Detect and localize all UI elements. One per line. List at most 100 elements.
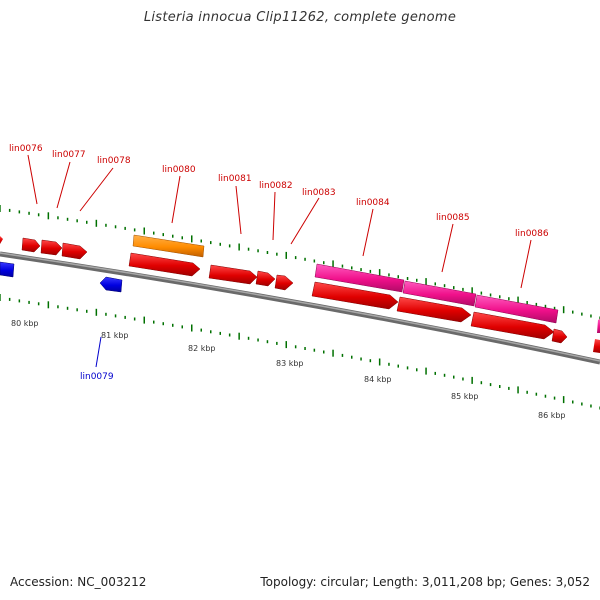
inner-tick-24 <box>228 333 231 337</box>
leader-line-lin0082 <box>272 191 276 241</box>
inner-tick-21 <box>200 328 202 332</box>
inner-tick-63 <box>590 404 592 408</box>
accession-text: Accession: NC_003212 <box>10 575 147 589</box>
inner-tick-51 <box>480 381 483 385</box>
inner-tick-9 <box>86 309 88 313</box>
leader-line-lin0076 <box>27 154 38 205</box>
gene-label-lin0085: lin0085 <box>436 213 470 223</box>
inner-tick-39 <box>369 359 372 363</box>
tick-label-85kbp: 85 kbp <box>451 392 479 401</box>
leader-line-lin0084 <box>362 208 374 257</box>
gene-arrow-lin0081 <box>208 264 258 285</box>
inner-tick-26 <box>247 336 250 340</box>
inner-tick-48 <box>453 375 455 379</box>
inner-tick-22 <box>210 330 212 334</box>
inner-tick-35 <box>332 349 334 357</box>
outer-tick-22 <box>210 241 212 245</box>
inner-tick-2 <box>18 299 21 303</box>
inner-tick-46 <box>434 371 436 375</box>
inner-tick-55 <box>517 386 519 394</box>
outer-tick-34 <box>323 261 325 265</box>
outer-tick-9 <box>86 220 88 224</box>
inner-tick-27 <box>257 338 259 342</box>
inner-tick-50 <box>471 376 473 384</box>
outer-tick-47 <box>443 284 446 288</box>
outer-tick-50 <box>471 287 473 295</box>
outer-tick-29 <box>276 252 278 256</box>
outer-tick-8 <box>76 219 78 223</box>
inner-tick-17 <box>162 322 164 326</box>
outer-tick-12 <box>114 225 117 229</box>
gene-arrow-lin0077 <box>40 239 63 256</box>
reverse-gene-track <box>0 261 123 293</box>
map-title: Listeria innocua Clip11262, complete gen… <box>143 10 457 25</box>
outer-tick-53 <box>499 295 501 299</box>
inner-tick-18 <box>172 323 174 327</box>
outer-tick-36 <box>341 264 344 268</box>
outer-tick-13 <box>124 226 126 230</box>
gene-arrow-lin0085 <box>396 296 472 323</box>
outer-tick-5 <box>47 212 50 220</box>
gene-arrow-lin0082 <box>255 270 276 287</box>
inner-tick-38 <box>360 357 362 361</box>
outer-tick-49 <box>462 287 464 291</box>
outer-tick-2 <box>18 210 21 214</box>
outer-tick-24 <box>228 244 231 248</box>
outer-tick-27 <box>257 249 259 253</box>
inner-tick-3 <box>28 300 30 304</box>
gene-arrow-edge-right <box>593 339 600 353</box>
inner-tick-62 <box>581 402 583 406</box>
outer-tick-row <box>0 205 600 320</box>
outer-tick-45 <box>425 278 427 286</box>
pink-feature-lin0085 <box>402 280 477 307</box>
inner-tick-25 <box>238 332 240 340</box>
inner-tick-13 <box>124 315 126 319</box>
gene-arrow-lin0076 <box>21 237 41 253</box>
gene-label-lin0080: lin0080 <box>162 165 196 175</box>
outer-tick-37 <box>351 266 353 270</box>
gene-label-lin0076: lin0076 <box>9 144 43 154</box>
outer-tick-56 <box>526 301 528 304</box>
inner-tick-33 <box>313 348 316 352</box>
gene-arrow-lin0078 <box>61 242 88 260</box>
outer-tick-46 <box>434 282 436 286</box>
leader-line-lin0079 <box>95 336 102 368</box>
gene-arrow-lin0084 <box>311 281 399 310</box>
inner-tick-47 <box>443 373 446 377</box>
inner-tick-49 <box>462 377 464 381</box>
inner-tick-19 <box>181 325 183 329</box>
outer-tick-33 <box>313 259 316 263</box>
reverse-gene-lin0079 <box>99 276 123 293</box>
gene-arrow-lin0086 <box>470 311 555 340</box>
leader-line-lin0085 <box>441 223 454 273</box>
tick-label-83kbp: 83 kbp <box>276 359 304 368</box>
outer-tick-48 <box>453 286 455 290</box>
gene-label-lin0079: lin0079 <box>80 372 114 382</box>
outer-tick-51 <box>480 291 483 295</box>
outer-tick-10 <box>95 219 98 227</box>
inner-tick-58 <box>544 394 547 398</box>
leader-line-lin0083 <box>290 197 320 245</box>
inner-tick-45 <box>425 367 427 375</box>
outer-tick-60 <box>562 306 565 314</box>
outer-tick-59 <box>553 306 556 310</box>
highlight-feature-track <box>132 234 600 333</box>
kbp-tick-labels: 80 kbp 81 kbp 82 kbp 83 kbp 84 kbp 85 kb… <box>11 319 566 420</box>
pink-feature-lin0086 <box>474 294 559 324</box>
pink-feature-lin0084 <box>314 263 405 293</box>
outer-tick-41 <box>388 273 390 277</box>
inner-tick-30 <box>285 341 287 349</box>
inner-tick-10 <box>95 308 98 316</box>
outer-tick-6 <box>57 216 59 220</box>
outer-tick-39 <box>369 269 372 273</box>
inner-tick-5 <box>47 301 50 309</box>
outer-tick-62 <box>581 312 583 316</box>
outer-tick-54 <box>508 297 510 301</box>
outer-tick-14 <box>133 228 136 232</box>
reverse-gene-edge <box>0 261 15 278</box>
inner-tick-61 <box>572 400 574 404</box>
inner-tick-56 <box>526 390 528 394</box>
outer-tick-55 <box>517 296 519 304</box>
outer-tick-28 <box>266 251 269 254</box>
leader-line-lin0078 <box>79 167 114 212</box>
